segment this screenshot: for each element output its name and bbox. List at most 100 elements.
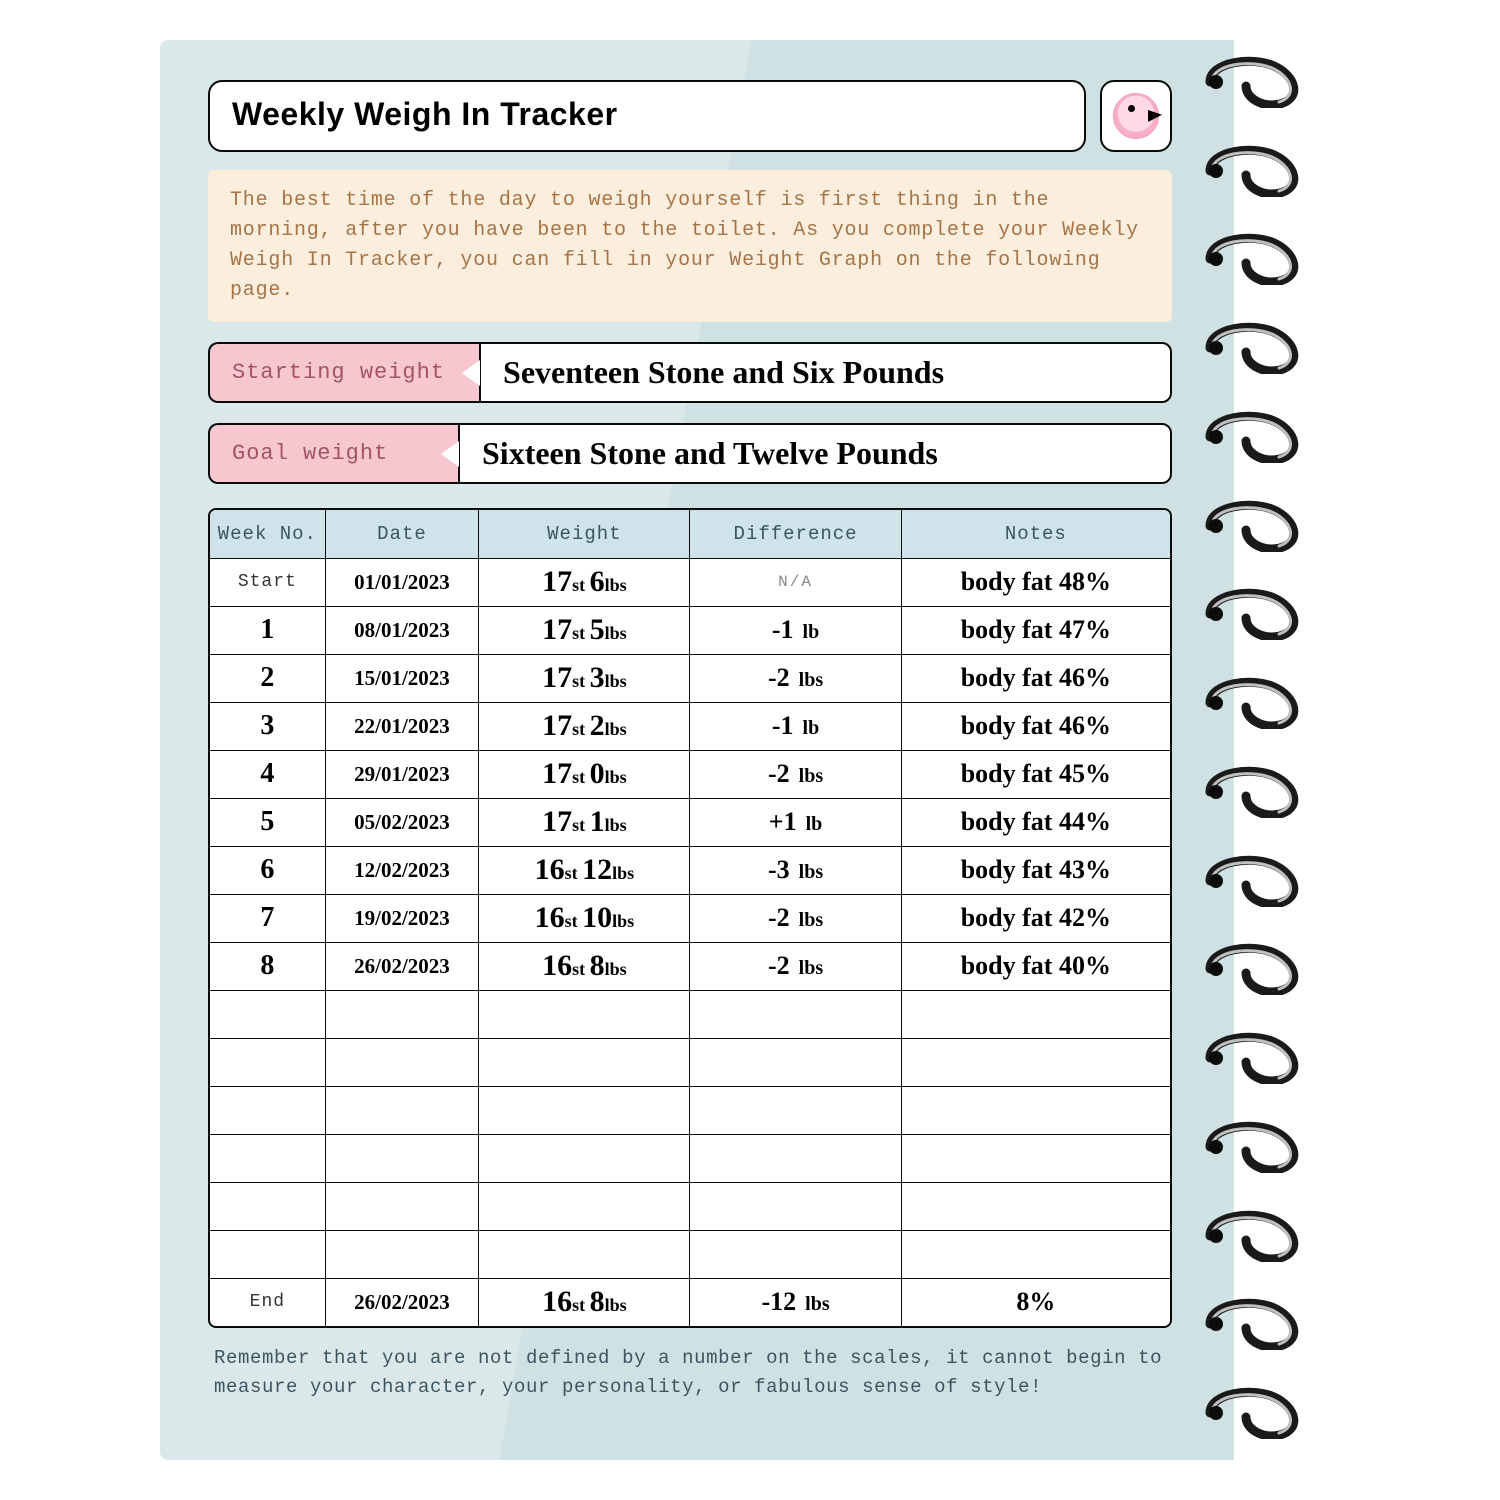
- empty-cell: [690, 990, 901, 1038]
- spiral-ring: [1202, 1121, 1312, 1173]
- col-weight: Weight: [479, 510, 690, 558]
- flamingo-icon-box: [1100, 80, 1172, 152]
- week-cell: 2: [210, 654, 325, 702]
- empty-cell: [479, 990, 690, 1038]
- empty-cell: [901, 1230, 1170, 1278]
- spiral-ring: [1202, 233, 1312, 285]
- empty-cell: [690, 1134, 901, 1182]
- date-cell: 15/01/2023: [325, 654, 479, 702]
- empty-cell: [210, 1230, 325, 1278]
- spiral-ring: [1202, 1298, 1312, 1350]
- empty-cell: [210, 1134, 325, 1182]
- table-row: Start01/01/202317st 6lbsN/Abody fat 48%: [210, 558, 1170, 606]
- flamingo-icon: [1113, 93, 1159, 139]
- empty-cell: [210, 1182, 325, 1230]
- notes-cell: body fat 45%: [901, 750, 1170, 798]
- difference-cell: -3 lbs: [690, 846, 901, 894]
- table-row: 719/02/202316st 10lbs-2 lbsbody fat 42%: [210, 894, 1170, 942]
- table-row: [210, 1230, 1170, 1278]
- spiral-ring: [1202, 322, 1312, 374]
- empty-cell: [901, 1182, 1170, 1230]
- empty-cell: [479, 1086, 690, 1134]
- empty-cell: [901, 1134, 1170, 1182]
- weight-cell: 17st 6lbs: [479, 558, 690, 606]
- table-row: [210, 990, 1170, 1038]
- weigh-in-table-container: Week No. Date Weight Difference Notes St…: [208, 508, 1172, 1328]
- notebook: Weekly Weigh In Tracker The best time of…: [160, 40, 1340, 1460]
- empty-cell: [479, 1134, 690, 1182]
- date-cell: 19/02/2023: [325, 894, 479, 942]
- spiral-ring: [1202, 145, 1312, 197]
- table-row: 612/02/202316st 12lbs-3 lbsbody fat 43%: [210, 846, 1170, 894]
- weight-cell: 16st 12lbs: [479, 846, 690, 894]
- table-row: 215/01/202317st 3lbs-2 lbsbody fat 46%: [210, 654, 1170, 702]
- week-cell: 5: [210, 798, 325, 846]
- col-date: Date: [325, 510, 479, 558]
- spiral-ring: [1202, 1210, 1312, 1262]
- empty-cell: [690, 1038, 901, 1086]
- notes-cell: body fat 46%: [901, 654, 1170, 702]
- weight-cell: 17st 5lbs: [479, 606, 690, 654]
- spiral-ring: [1202, 500, 1312, 552]
- date-cell: 08/01/2023: [325, 606, 479, 654]
- empty-cell: [210, 1038, 325, 1086]
- table-row: [210, 1182, 1170, 1230]
- date-cell: 26/02/2023: [325, 1278, 479, 1326]
- weight-cell: 17st 2lbs: [479, 702, 690, 750]
- empty-cell: [325, 1134, 479, 1182]
- spiral-ring: [1202, 943, 1312, 995]
- empty-cell: [210, 1086, 325, 1134]
- empty-cell: [901, 1038, 1170, 1086]
- table-row: 826/02/202316st 8lbs-2 lbsbody fat 40%: [210, 942, 1170, 990]
- date-cell: 12/02/2023: [325, 846, 479, 894]
- week-cell: 4: [210, 750, 325, 798]
- empty-cell: [325, 1038, 479, 1086]
- empty-cell: [690, 1086, 901, 1134]
- notes-cell: body fat 46%: [901, 702, 1170, 750]
- table-row: End26/02/202316st 8lbs-12 lbs8%: [210, 1278, 1170, 1326]
- spiral-ring: [1202, 56, 1312, 108]
- weight-cell: 17st 3lbs: [479, 654, 690, 702]
- date-cell: 05/02/2023: [325, 798, 479, 846]
- empty-cell: [690, 1182, 901, 1230]
- table-row: [210, 1038, 1170, 1086]
- notes-cell: body fat 43%: [901, 846, 1170, 894]
- empty-cell: [325, 1086, 479, 1134]
- date-cell: 26/02/2023: [325, 942, 479, 990]
- week-cell: 7: [210, 894, 325, 942]
- empty-cell: [690, 1230, 901, 1278]
- empty-cell: [479, 1182, 690, 1230]
- table-header-row: Week No. Date Weight Difference Notes: [210, 510, 1170, 558]
- table-row: 429/01/202317st 0lbs-2 lbsbody fat 45%: [210, 750, 1170, 798]
- difference-cell: -12 lbs: [690, 1278, 901, 1326]
- col-notes: Notes: [901, 510, 1170, 558]
- weight-cell: 16st 10lbs: [479, 894, 690, 942]
- difference-cell: -1 lb: [690, 702, 901, 750]
- notes-cell: body fat 48%: [901, 558, 1170, 606]
- table-row: 108/01/202317st 5lbs-1 lbbody fat 47%: [210, 606, 1170, 654]
- col-week: Week No.: [210, 510, 325, 558]
- empty-cell: [479, 1230, 690, 1278]
- spiral-ring: [1202, 766, 1312, 818]
- date-cell: 22/01/2023: [325, 702, 479, 750]
- difference-cell: N/A: [690, 558, 901, 606]
- notes-cell: 8%: [901, 1278, 1170, 1326]
- starting-weight-label: Starting weight: [208, 342, 479, 403]
- weight-cell: 17st 0lbs: [479, 750, 690, 798]
- table-row: 322/01/202317st 2lbs-1 lbbody fat 46%: [210, 702, 1170, 750]
- difference-cell: +1 lb: [690, 798, 901, 846]
- week-cell: End: [210, 1278, 325, 1326]
- weight-cell: 16st 8lbs: [479, 942, 690, 990]
- notes-cell: body fat 42%: [901, 894, 1170, 942]
- table-row: [210, 1086, 1170, 1134]
- spiral-ring: [1202, 855, 1312, 907]
- goal-weight-row: Goal weight Sixteen Stone and Twelve Pou…: [208, 423, 1172, 484]
- spiral-ring: [1202, 411, 1312, 463]
- starting-weight-value: Seventeen Stone and Six Pounds: [479, 342, 1172, 403]
- week-cell: 8: [210, 942, 325, 990]
- week-cell: 3: [210, 702, 325, 750]
- difference-cell: -2 lbs: [690, 894, 901, 942]
- difference-cell: -2 lbs: [690, 942, 901, 990]
- empty-cell: [901, 990, 1170, 1038]
- week-cell: 6: [210, 846, 325, 894]
